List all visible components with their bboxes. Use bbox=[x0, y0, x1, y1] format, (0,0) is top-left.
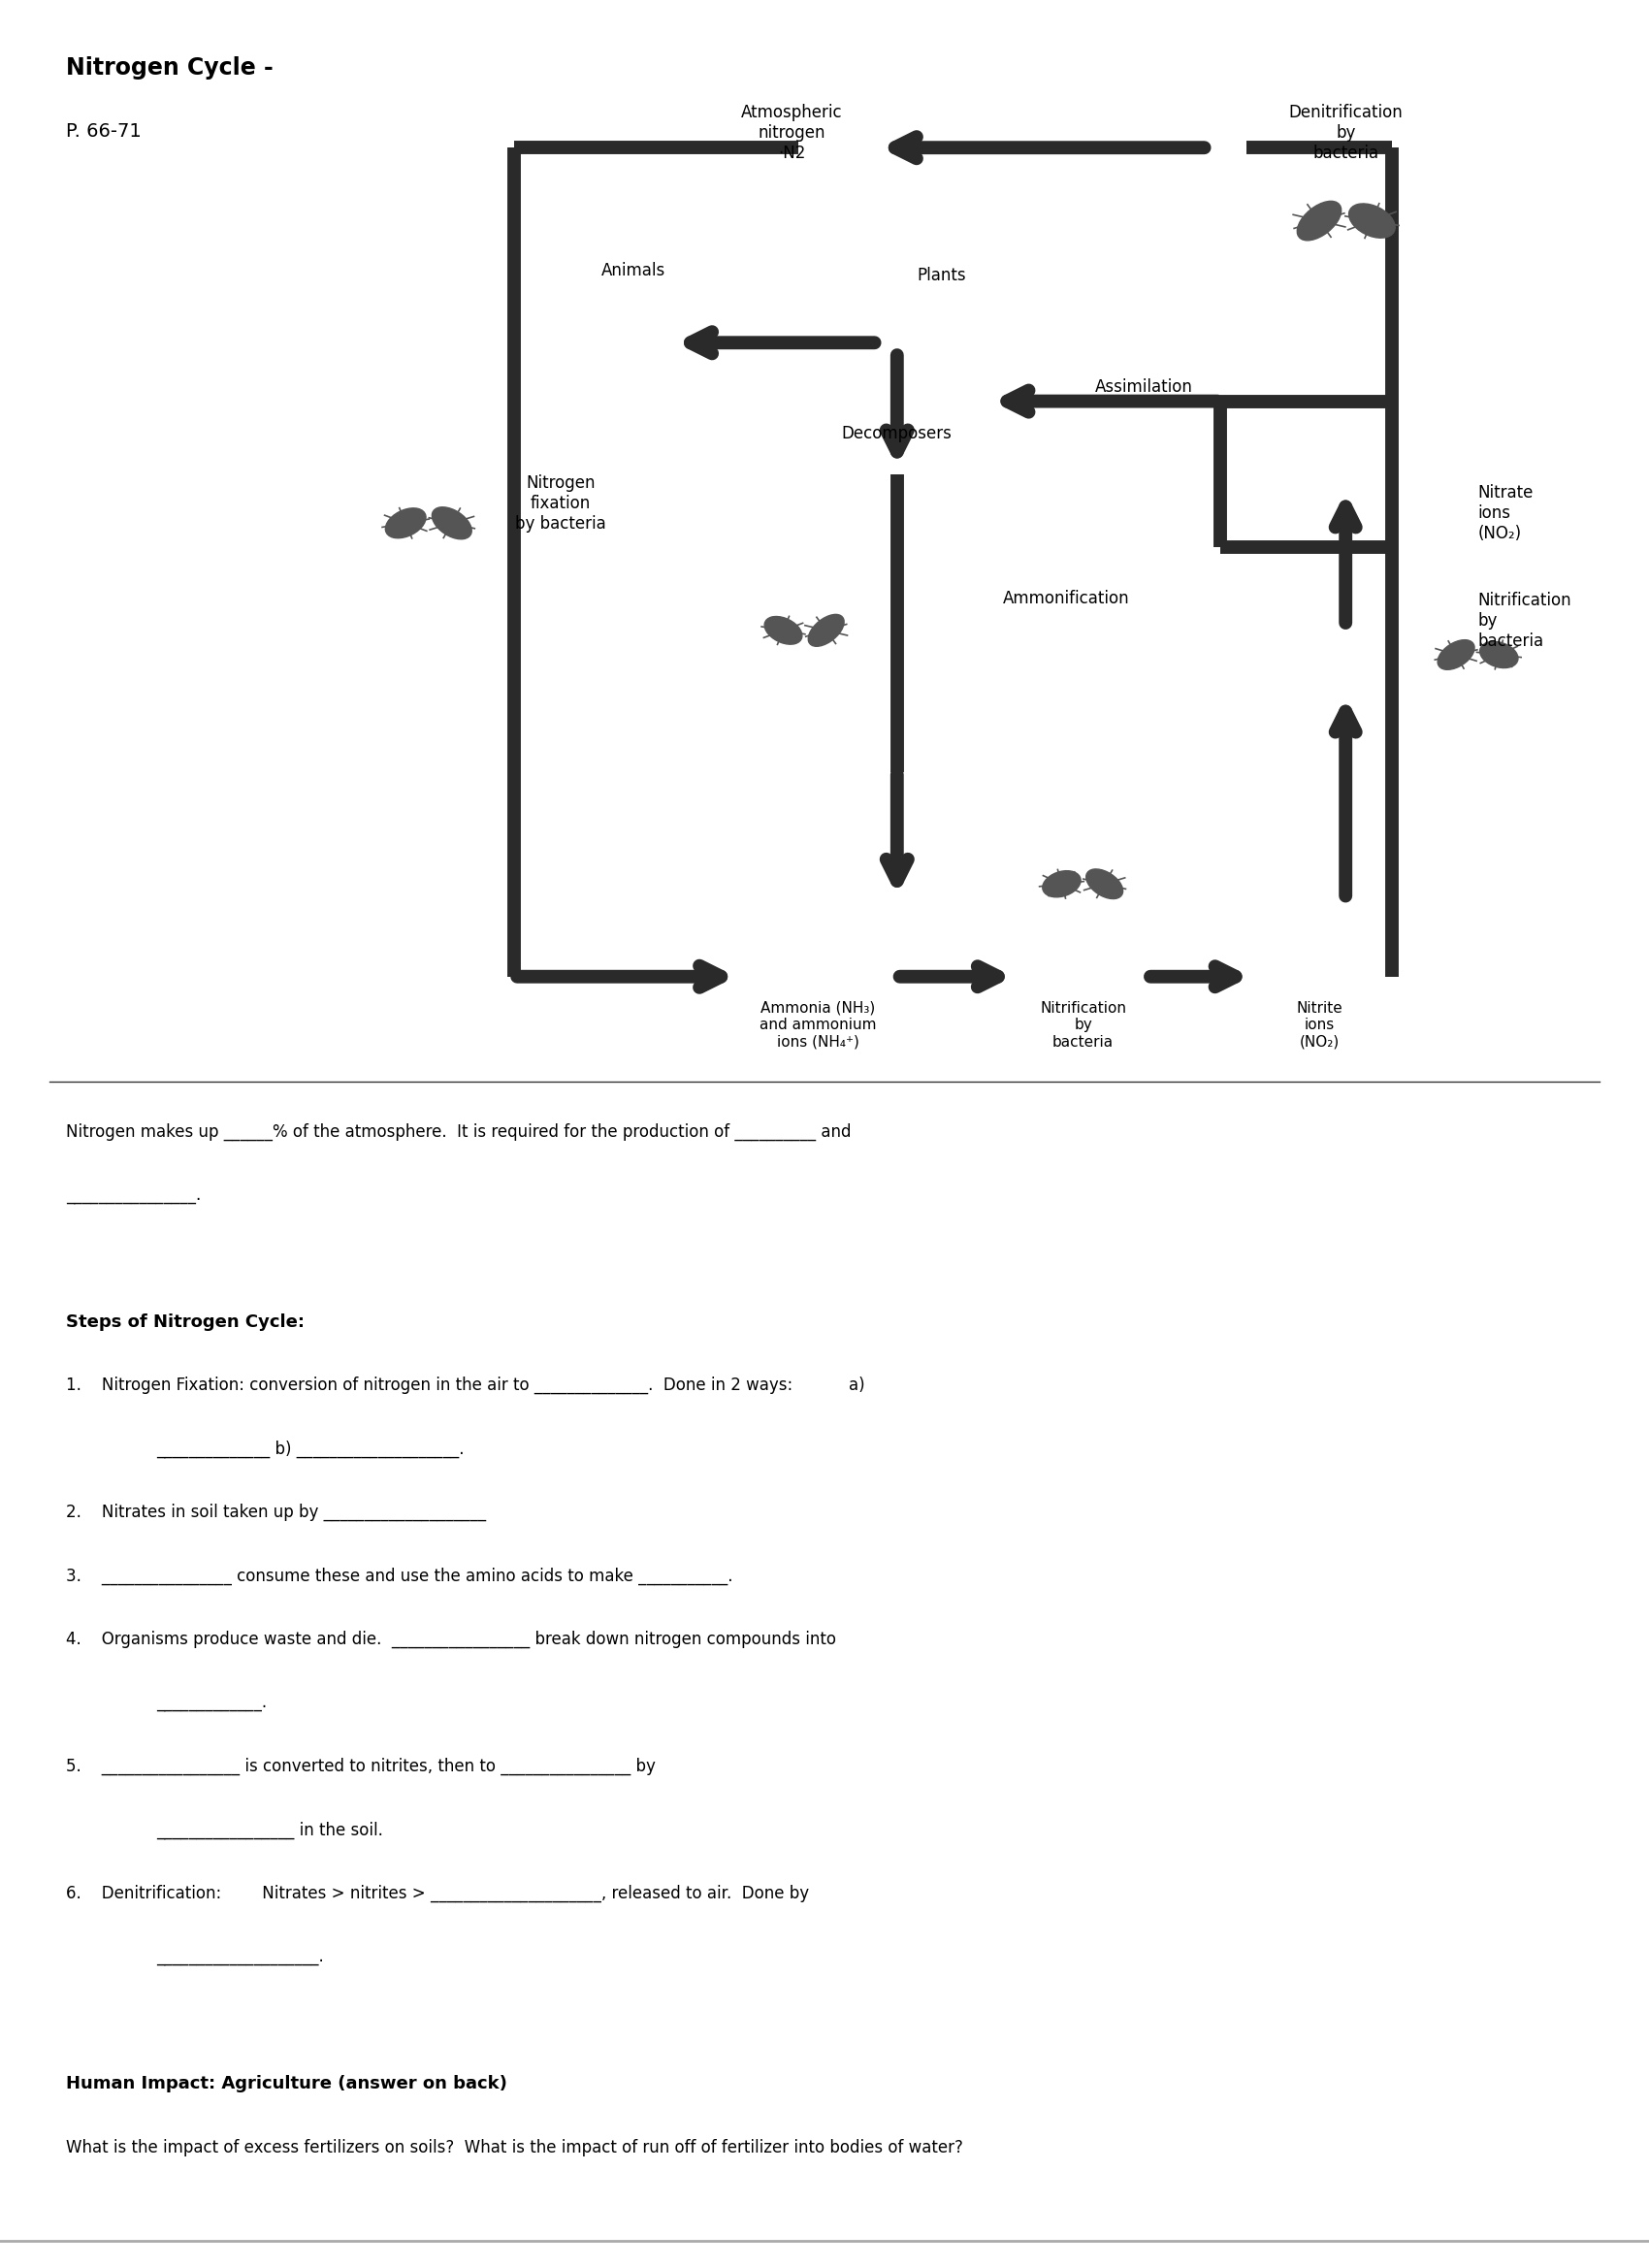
Ellipse shape bbox=[808, 615, 844, 646]
Text: ____________________.: ____________________. bbox=[157, 1948, 325, 1966]
Text: Ammonia (NH₃)
and ammonium
ions (NH₄⁺): Ammonia (NH₃) and ammonium ions (NH₄⁺) bbox=[760, 1000, 876, 1050]
Text: _____________.: _____________. bbox=[157, 1694, 267, 1712]
Text: 4.    Organisms produce waste and die.  _________________ break down nitrogen co: 4. Organisms produce waste and die. ____… bbox=[66, 1631, 836, 1649]
Ellipse shape bbox=[1042, 871, 1080, 898]
Text: Nitrate
ions
(NO₂): Nitrate ions (NO₂) bbox=[1478, 485, 1534, 542]
Text: Nitrification
by
bacteria: Nitrification by bacteria bbox=[1478, 592, 1571, 649]
Text: 5.    _________________ is converted to nitrites, then to ________________ by: 5. _________________ is converted to nit… bbox=[66, 1758, 656, 1776]
Text: ________________.: ________________. bbox=[66, 1186, 201, 1204]
Ellipse shape bbox=[1438, 640, 1474, 669]
Text: Human Impact: Agriculture (answer on back): Human Impact: Agriculture (answer on bac… bbox=[66, 2075, 508, 2093]
Text: 1.    Nitrogen Fixation: conversion of nitrogen in the air to ______________.  D: 1. Nitrogen Fixation: conversion of nitr… bbox=[66, 1377, 864, 1395]
Text: Nitrogen Cycle -: Nitrogen Cycle - bbox=[66, 57, 274, 79]
Text: Nitrogen makes up ______% of the atmosphere.  It is required for the production : Nitrogen makes up ______% of the atmosph… bbox=[66, 1123, 851, 1141]
Ellipse shape bbox=[765, 617, 801, 644]
Text: P. 66-71: P. 66-71 bbox=[66, 122, 142, 141]
Text: Animals: Animals bbox=[602, 261, 665, 279]
Ellipse shape bbox=[1479, 642, 1519, 669]
Text: Atmospheric
nitrogen
·N2: Atmospheric nitrogen ·N2 bbox=[740, 104, 843, 161]
Text: Decomposers: Decomposers bbox=[843, 424, 951, 442]
Text: What is the impact of excess fertilizers on soils?  What is the impact of run of: What is the impact of excess fertilizers… bbox=[66, 2139, 963, 2157]
Text: ______________ b) ____________________.: ______________ b) ____________________. bbox=[157, 1440, 465, 1458]
Text: Denitrification
by
bacteria: Denitrification by bacteria bbox=[1288, 104, 1403, 161]
Text: Ammonification: Ammonification bbox=[1003, 590, 1130, 608]
Text: Plants: Plants bbox=[917, 268, 966, 284]
Ellipse shape bbox=[1087, 869, 1123, 898]
Text: Steps of Nitrogen Cycle:: Steps of Nitrogen Cycle: bbox=[66, 1313, 305, 1331]
Ellipse shape bbox=[1298, 202, 1341, 240]
Ellipse shape bbox=[1349, 204, 1395, 238]
Text: 3.    ________________ consume these and use the amino acids to make ___________: 3. ________________ consume these and us… bbox=[66, 1567, 732, 1585]
Text: Assimilation: Assimilation bbox=[1095, 379, 1192, 395]
Text: Nitrite
ions
(NO₂): Nitrite ions (NO₂) bbox=[1296, 1000, 1342, 1050]
Text: 2.    Nitrates in soil taken up by ____________________: 2. Nitrates in soil taken up by ________… bbox=[66, 1504, 486, 1522]
Text: 6.    Denitrification:        Nitrates > nitrites > _____________________, relea: 6. Denitrification: Nitrates > nitrites … bbox=[66, 1885, 810, 1903]
Text: _________________ in the soil.: _________________ in the soil. bbox=[157, 1821, 384, 1839]
Ellipse shape bbox=[386, 508, 425, 538]
Ellipse shape bbox=[432, 508, 472, 540]
Text: Nitrogen
fixation
by bacteria: Nitrogen fixation by bacteria bbox=[514, 474, 607, 533]
Text: Nitrification
by
bacteria: Nitrification by bacteria bbox=[1041, 1000, 1126, 1050]
